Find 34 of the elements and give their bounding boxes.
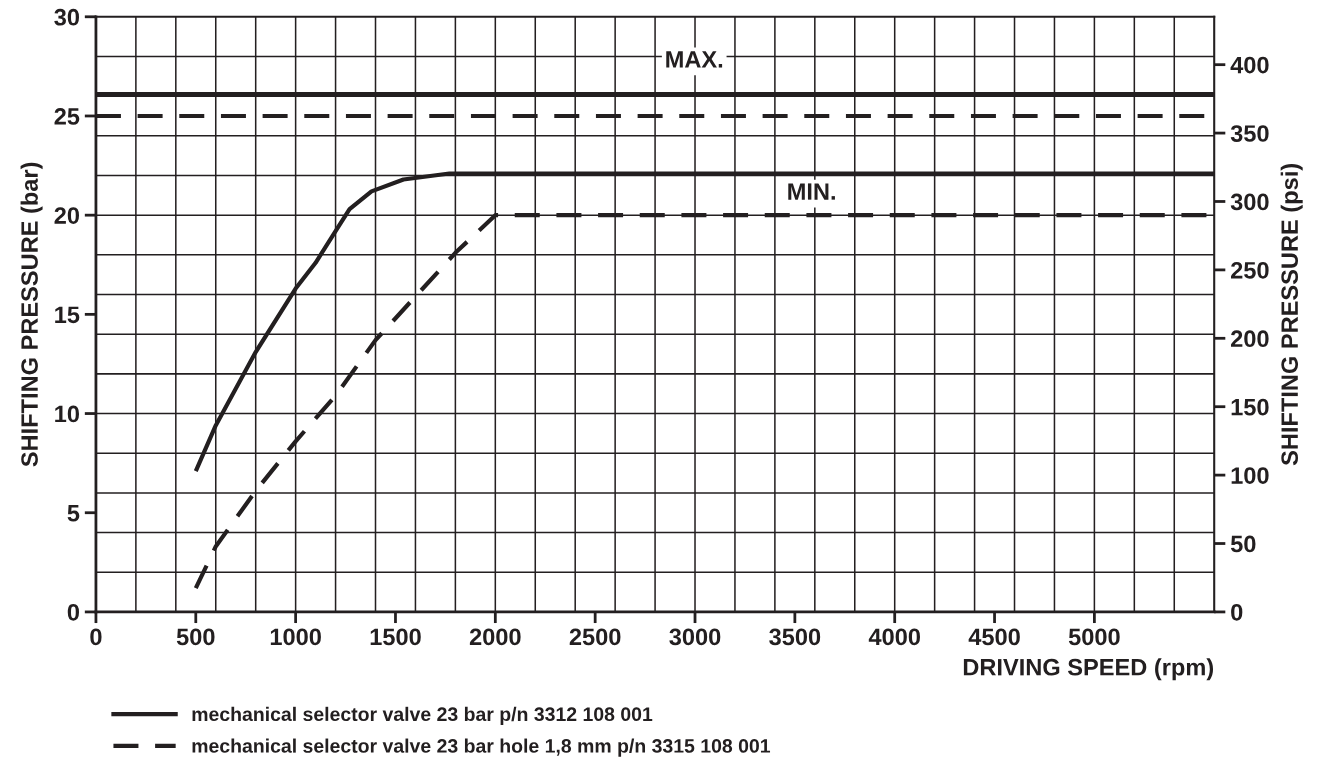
x-tick-label: 5000 [1068,628,1120,646]
y-tick-label: 15 [55,306,80,324]
y-axis-title: SHIFTING PRESSURE (bar) [20,162,43,467]
y2-tick-label: 0 [1231,603,1243,621]
x-tick-label: 0 [90,628,102,646]
y2-axis-title: SHIFTING PRESSURE (psi) [1280,164,1303,466]
x-tick-label: 4500 [968,628,1020,646]
annotation: MAX. [666,51,723,68]
x-tick-label: 2000 [469,628,521,646]
x-tick-label: 1000 [270,628,321,646]
y-tick-label: 20 [54,207,79,224]
x-tick-label: 4000 [868,628,920,646]
y2-tick-label: 100 [1231,467,1269,484]
x-tick-label: 3500 [769,628,821,646]
y2-tick-label: 50 [1230,535,1256,553]
y-tick-label: 10 [55,405,79,423]
y2-tick-label: 250 [1231,261,1269,279]
y-tick-label: 30 [54,8,79,26]
y2-tick-label: 400 [1230,56,1269,74]
legend-label: mechanical selector valve 23 bar p/n 3312 108 001 [192,706,653,725]
y2-tick-label: 200 [1231,330,1269,348]
annotation: MIN. [788,183,835,200]
x-tick-label: 1500 [370,628,421,646]
legend-label: mechanical selector valve 23 bar hole 1,8 mm p/n 3315 108 001 [192,738,771,757]
y2-tick-label: 350 [1230,125,1269,142]
x-axis-title: DRIVING SPEED (rpm) [963,658,1214,681]
x-tick-label: 2500 [569,628,621,646]
y2-tick-label: 150 [1231,398,1269,416]
y-tick-label: 25 [54,108,80,125]
y-tick-label: 0 [67,603,79,621]
y-tick-label: 5 [67,505,80,522]
x-tick-label: 3000 [669,628,721,646]
y2-tick-label: 300 [1230,193,1269,211]
x-tick-label: 500 [176,628,215,646]
